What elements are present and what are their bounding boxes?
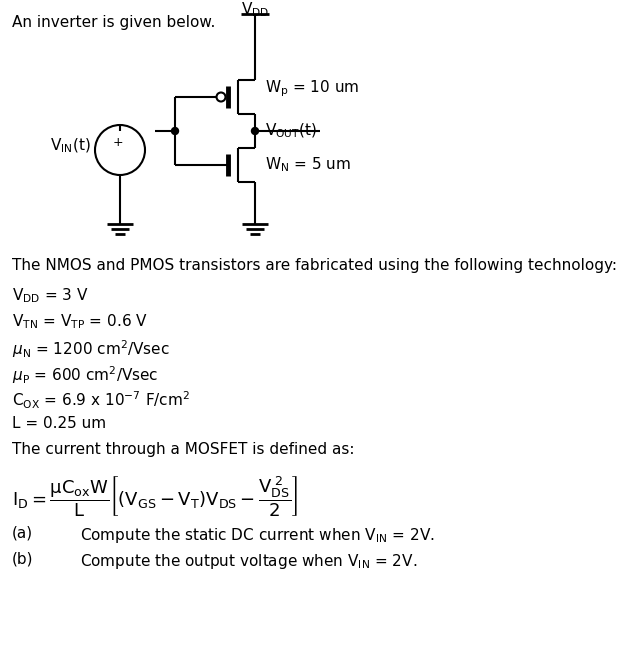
Text: Compute the output voltage when V$_{\mathregular{IN}}$ = 2V.: Compute the output voltage when V$_{\mat… (80, 552, 417, 571)
Circle shape (172, 128, 179, 134)
Text: V$_{\mathregular{DD}}$ = 3 V: V$_{\mathregular{DD}}$ = 3 V (12, 286, 89, 305)
Text: V$_{\mathregular{IN}}$(t): V$_{\mathregular{IN}}$(t) (50, 137, 91, 155)
Text: (a): (a) (12, 526, 33, 541)
Text: V$_{\mathregular{TN}}$ = V$_{\mathregular{TP}}$ = 0.6 V: V$_{\mathregular{TN}}$ = V$_{\mathregula… (12, 312, 148, 331)
Text: L = 0.25 um: L = 0.25 um (12, 416, 106, 431)
Text: (b): (b) (12, 552, 34, 567)
Text: The current through a MOSFET is defined as:: The current through a MOSFET is defined … (12, 442, 354, 457)
Circle shape (252, 128, 259, 134)
Text: An inverter is given below.: An inverter is given below. (12, 15, 216, 30)
Text: Compute the static DC current when V$_{\mathregular{IN}}$ = 2V.: Compute the static DC current when V$_{\… (80, 526, 435, 545)
Text: $\mu$$_{\mathregular{P}}$ = 600 cm$^{\mathregular{2}}$/Vsec: $\mu$$_{\mathregular{P}}$ = 600 cm$^{\ma… (12, 364, 158, 386)
Text: +: + (113, 136, 123, 149)
Text: V$_{\mathregular{DD}}$: V$_{\mathregular{DD}}$ (241, 0, 269, 18)
Text: W$_{\mathregular{N}}$ = 5 um: W$_{\mathregular{N}}$ = 5 um (265, 156, 351, 174)
Text: The NMOS and PMOS transistors are fabricated using the following technology:: The NMOS and PMOS transistors are fabric… (12, 258, 617, 273)
Text: $\mu$$_{\mathregular{N}}$ = 1200 cm$^{\mathregular{2}}$/Vsec: $\mu$$_{\mathregular{N}}$ = 1200 cm$^{\m… (12, 338, 170, 360)
Text: W$_{\mathregular{p}}$ = 10 um: W$_{\mathregular{p}}$ = 10 um (265, 79, 359, 99)
Text: $\mathrm{I_D = \dfrac{\mu C_{ox} W}{L} \left[ (V_{GS} - V_T)V_{DS} - \dfrac{V_{D: $\mathrm{I_D = \dfrac{\mu C_{ox} W}{L} \… (12, 474, 298, 518)
Text: V$_{\mathregular{OUT}}$(t): V$_{\mathregular{OUT}}$(t) (265, 122, 317, 140)
Text: C$_{\mathregular{OX}}$ = 6.9 x 10$^{\mathregular{-7}}$ F/cm$^{\mathregular{2}}$: C$_{\mathregular{OX}}$ = 6.9 x 10$^{\mat… (12, 390, 190, 411)
